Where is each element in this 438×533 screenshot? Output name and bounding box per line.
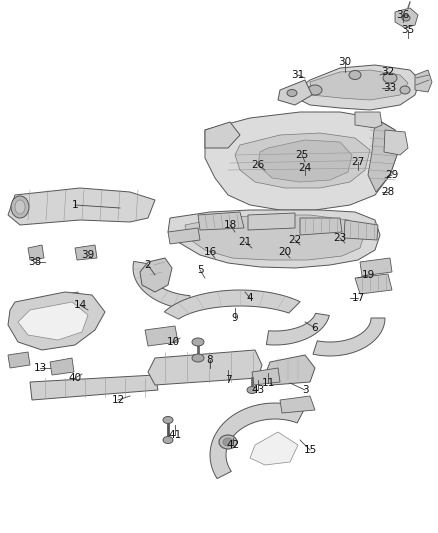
Ellipse shape — [15, 200, 25, 214]
Text: 22: 22 — [288, 235, 302, 245]
Ellipse shape — [219, 435, 237, 449]
Text: 20: 20 — [279, 247, 292, 257]
Text: 1: 1 — [72, 200, 78, 210]
Text: 40: 40 — [68, 373, 81, 383]
Text: 6: 6 — [312, 323, 318, 333]
Polygon shape — [278, 80, 312, 105]
Polygon shape — [133, 261, 190, 310]
Polygon shape — [185, 215, 365, 260]
Polygon shape — [50, 358, 74, 375]
Ellipse shape — [287, 90, 297, 96]
Polygon shape — [168, 228, 200, 244]
Polygon shape — [198, 212, 244, 230]
Text: 10: 10 — [166, 337, 180, 347]
Ellipse shape — [192, 354, 204, 362]
Ellipse shape — [308, 85, 322, 95]
Text: 32: 32 — [381, 67, 395, 77]
Text: 9: 9 — [232, 313, 238, 323]
Polygon shape — [8, 292, 105, 350]
Text: 15: 15 — [304, 445, 317, 455]
Text: 2: 2 — [145, 260, 151, 270]
Polygon shape — [18, 302, 88, 340]
Text: 41: 41 — [168, 430, 182, 440]
Polygon shape — [250, 432, 298, 465]
Ellipse shape — [349, 70, 361, 79]
Polygon shape — [8, 352, 30, 368]
Text: 27: 27 — [351, 157, 364, 167]
Polygon shape — [415, 70, 432, 92]
Polygon shape — [300, 218, 342, 235]
Ellipse shape — [163, 437, 173, 443]
Polygon shape — [368, 120, 398, 192]
Text: 14: 14 — [74, 300, 87, 310]
Polygon shape — [395, 8, 418, 28]
Ellipse shape — [383, 73, 397, 83]
Polygon shape — [210, 403, 304, 479]
Polygon shape — [248, 213, 295, 230]
Text: 17: 17 — [351, 293, 364, 303]
Text: 28: 28 — [381, 187, 395, 197]
Polygon shape — [344, 220, 378, 240]
Polygon shape — [205, 122, 240, 148]
Text: 4: 4 — [247, 293, 253, 303]
Polygon shape — [258, 140, 352, 182]
Polygon shape — [355, 112, 382, 128]
Text: 16: 16 — [203, 247, 217, 257]
Text: 38: 38 — [28, 257, 42, 267]
Polygon shape — [266, 313, 329, 345]
Text: 11: 11 — [261, 378, 275, 388]
Text: 25: 25 — [295, 150, 309, 160]
Text: 5: 5 — [197, 265, 203, 275]
Text: 24: 24 — [298, 163, 311, 173]
Text: 18: 18 — [223, 220, 237, 230]
Ellipse shape — [402, 15, 410, 21]
Polygon shape — [310, 70, 408, 100]
Polygon shape — [313, 318, 385, 356]
Polygon shape — [60, 292, 80, 308]
Polygon shape — [140, 258, 172, 292]
Polygon shape — [145, 326, 178, 346]
Text: 8: 8 — [207, 355, 213, 365]
Text: 13: 13 — [33, 363, 46, 373]
Ellipse shape — [192, 338, 204, 346]
Text: 23: 23 — [333, 233, 346, 243]
Text: 39: 39 — [81, 250, 95, 260]
Ellipse shape — [11, 196, 29, 218]
Text: 7: 7 — [225, 375, 231, 385]
Polygon shape — [30, 375, 158, 400]
Polygon shape — [252, 368, 280, 385]
Ellipse shape — [163, 416, 173, 424]
Text: 19: 19 — [361, 270, 374, 280]
Text: 30: 30 — [339, 57, 352, 67]
Polygon shape — [75, 245, 97, 260]
Polygon shape — [8, 188, 155, 225]
Polygon shape — [205, 112, 398, 210]
Text: 43: 43 — [251, 385, 265, 395]
Text: 42: 42 — [226, 440, 240, 450]
Polygon shape — [168, 210, 380, 268]
Text: 35: 35 — [401, 25, 415, 35]
Polygon shape — [384, 130, 408, 155]
Polygon shape — [355, 274, 392, 294]
Ellipse shape — [400, 86, 410, 94]
Ellipse shape — [223, 438, 233, 446]
Polygon shape — [148, 350, 262, 385]
Text: 3: 3 — [302, 385, 308, 395]
Ellipse shape — [247, 386, 257, 393]
Polygon shape — [235, 133, 370, 188]
Text: 12: 12 — [111, 395, 125, 405]
Polygon shape — [28, 245, 44, 260]
Text: 31: 31 — [291, 70, 304, 80]
Polygon shape — [290, 65, 420, 110]
Polygon shape — [164, 290, 300, 319]
Text: 21: 21 — [238, 237, 251, 247]
Text: 29: 29 — [385, 170, 399, 180]
Polygon shape — [265, 355, 315, 385]
Polygon shape — [360, 258, 392, 276]
Text: 33: 33 — [383, 83, 397, 93]
Text: 26: 26 — [251, 160, 265, 170]
Text: 36: 36 — [396, 10, 410, 20]
Polygon shape — [280, 396, 315, 413]
